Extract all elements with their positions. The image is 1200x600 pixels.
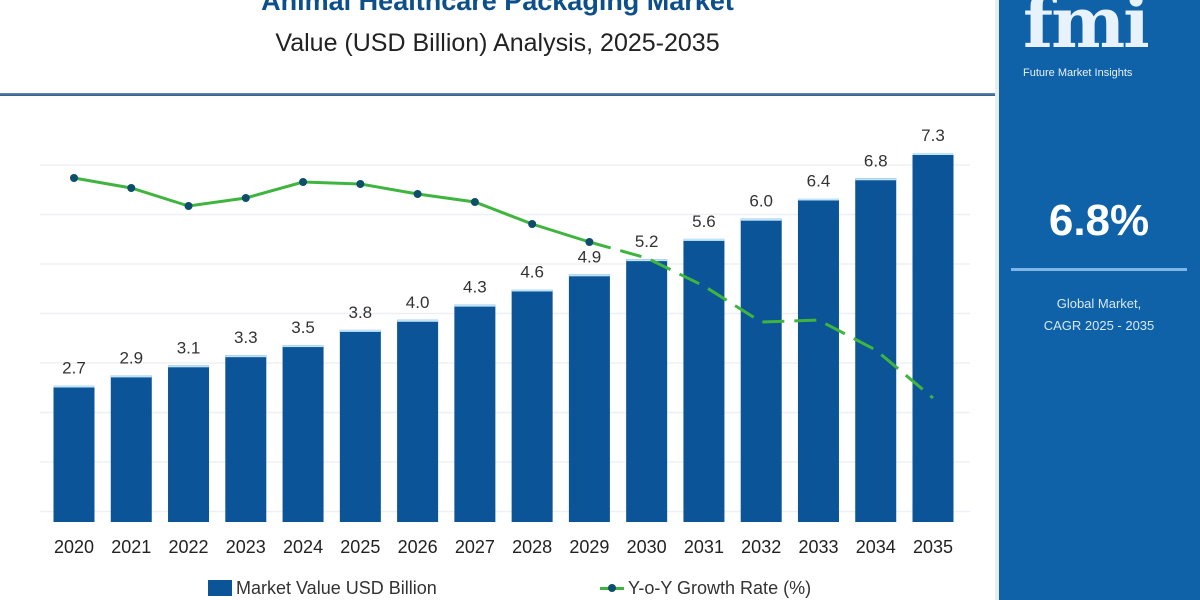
data-label-2022: 3.1: [177, 338, 201, 357]
data-label-2034: 6.8: [864, 151, 888, 170]
bar-2032: [740, 218, 782, 522]
cagr-label-line1: Global Market,: [1056, 296, 1142, 311]
legend-label: Y-o-Y Growth Rate (%): [628, 578, 812, 598]
x-tick-2023: 2023: [226, 537, 266, 557]
data-label-2024: 3.5: [291, 318, 315, 337]
x-tick-2033: 2033: [798, 537, 838, 557]
data-label-2030: 5.2: [635, 232, 659, 251]
bar-2023: [225, 355, 267, 522]
x-tick-2032: 2032: [741, 537, 781, 557]
growth-point-2021: [127, 184, 136, 192]
bar-2020: [53, 385, 95, 522]
bar-2025: [339, 329, 381, 522]
bar-2022: [168, 365, 210, 522]
x-tick-2027: 2027: [455, 537, 495, 557]
cagr-panel: fmi Future Market Insights 6.8% Global M…: [995, 0, 1200, 600]
growth-point-2028: [528, 220, 537, 228]
x-tick-2031: 2031: [684, 537, 724, 557]
growth-point-2024: [299, 178, 308, 186]
x-tick-2026: 2026: [398, 537, 438, 557]
chart-subtitle: Value (USD Billion) Analysis, 2025-2035: [275, 29, 720, 57]
bar-highlight: [225, 355, 267, 358]
legend-bar-swatch: [208, 580, 232, 596]
data-label-2028: 4.6: [520, 262, 544, 281]
bar-2021: [110, 375, 152, 522]
legend-label: Market Value USD Billion: [236, 578, 437, 598]
x-tick-2030: 2030: [627, 537, 667, 557]
data-label-2020: 2.7: [62, 359, 86, 378]
x-tick-2028: 2028: [512, 537, 552, 557]
bar-2034: [855, 178, 897, 522]
legend-item-market-value: Market Value USD Billion: [208, 578, 437, 598]
bar-highlight: [568, 274, 610, 277]
data-label-2021: 2.9: [119, 348, 143, 367]
header-divider: [0, 93, 995, 96]
growth-point-2027: [470, 198, 479, 206]
x-tick-2025: 2025: [340, 537, 380, 557]
x-tick-2022: 2022: [169, 537, 209, 557]
data-label-2026: 4.0: [406, 293, 430, 312]
bar-highlight: [740, 218, 782, 221]
data-label-2029: 4.9: [578, 247, 602, 266]
bar-highlight: [511, 289, 553, 292]
x-tick-2034: 2034: [856, 537, 896, 557]
chart-title: Animal Healthcare Packaging Market: [261, 0, 734, 16]
data-label-2027: 4.3: [463, 278, 487, 297]
growth-line-solid: [73, 176, 590, 244]
bar-highlight: [110, 375, 152, 378]
legend-line-swatch: [600, 583, 624, 592]
bar-2033: [797, 198, 839, 522]
bar-highlight: [397, 319, 439, 322]
growth-point-2022: [184, 202, 193, 210]
logo-subtitle: Future Market Insights: [1023, 67, 1133, 79]
bar-2027: [454, 304, 496, 522]
growth-point-2025: [356, 180, 365, 188]
panel-divider: [1011, 268, 1187, 271]
legend-item-growth-rate: Y-o-Y Growth Rate (%): [600, 578, 811, 598]
cagr-label-line2: CAGR 2025 - 2035: [1043, 318, 1155, 333]
bar-highlight: [339, 329, 381, 332]
bar-2028: [511, 289, 553, 522]
bar-2030: [626, 259, 668, 522]
bar-highlight: [912, 153, 954, 155]
bar-highlight: [855, 178, 897, 181]
bar-2029: [568, 274, 610, 522]
bar-2035: [912, 153, 954, 522]
bar-highlight: [454, 304, 496, 307]
data-label-2023: 3.3: [234, 328, 258, 347]
bar-2031: [683, 238, 725, 522]
x-tick-2021: 2021: [111, 537, 151, 557]
data-label-2033: 6.4: [807, 171, 831, 190]
bar-highlight: [683, 238, 725, 241]
bar-2024: [282, 345, 324, 522]
growth-point-2020: [70, 174, 78, 182]
cagr-value: 6.8%: [1048, 196, 1150, 245]
bar-highlight: [282, 345, 324, 348]
fmi-logo: fmi: [1023, 0, 1150, 64]
growth-point-2029: [585, 238, 594, 246]
bar-highlight: [797, 198, 839, 201]
x-tick-2029: 2029: [569, 537, 609, 557]
bar-highlight: [626, 259, 668, 262]
data-label-2031: 5.6: [692, 212, 716, 231]
growth-point-2026: [413, 190, 422, 198]
data-label-2032: 6.0: [749, 192, 773, 211]
growth-point-2023: [241, 194, 250, 202]
x-tick-2020: 2020: [54, 537, 94, 557]
bar-2026: [397, 319, 439, 522]
bar-highlight: [53, 385, 95, 388]
x-tick-2035: 2035: [913, 537, 953, 557]
data-label-2025: 3.8: [349, 303, 373, 322]
x-tick-2024: 2024: [283, 537, 323, 557]
chart-area: 2.7 2020 2.9 2021 3.1 2022 3.3 2023 3.5 2024 3.8 20…: [40, 126, 970, 557]
data-label-2035: 7.3: [921, 126, 945, 145]
bar-highlight: [168, 365, 210, 368]
